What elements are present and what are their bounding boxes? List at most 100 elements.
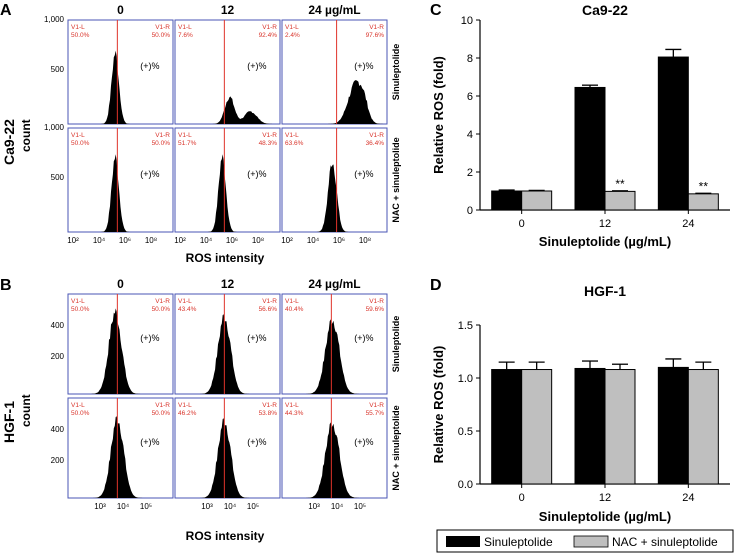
panel-b-histogram-r0c1 bbox=[175, 314, 280, 394]
panel-a-xtick-c2-0: 10² bbox=[281, 236, 293, 245]
panel-b-row-label-1: NAC + sinuleptolide bbox=[391, 405, 401, 490]
panel-b-xtick-c1-1: 10⁴ bbox=[224, 502, 237, 511]
panel-a-ytick-r0-1: 500 bbox=[51, 65, 65, 74]
chart-c-annotation-0: ** bbox=[615, 177, 625, 191]
panel-b-letter: B bbox=[0, 277, 12, 294]
panel-a-ytick-r1-0: 1,000 bbox=[44, 123, 65, 132]
chart-c-bar-nac-2 bbox=[687, 193, 719, 211]
chart-d-xtick-label-0: 0 bbox=[519, 492, 525, 504]
panel-b-col-header-2: 24 µg/mL bbox=[308, 277, 360, 291]
panel-a-pct-left-r0c2: 2.4% bbox=[285, 32, 300, 39]
panel-a-pct-left-r1c2: 63.6% bbox=[285, 140, 304, 147]
chart-d-xtick-label-1: 12 bbox=[599, 492, 611, 504]
chart-c-xtick-label-0: 0 bbox=[519, 218, 525, 230]
panel-a-xtick-c1-1: 10⁴ bbox=[200, 236, 213, 245]
panel-b-gate-right-label-r1c2: V1-R bbox=[369, 402, 384, 409]
chart-c-bar-sinuleptolide-0 bbox=[491, 190, 523, 211]
chart-c-xtick-label-1: 12 bbox=[599, 218, 611, 230]
panel-b-count-label: count bbox=[19, 394, 33, 427]
panel-b-pct-right-r0c2: 59.6% bbox=[366, 306, 385, 313]
panel-b-gate-left-label-r0c2: V1-L bbox=[285, 298, 299, 305]
panel-b-pct-left-r1c2: 44.3% bbox=[285, 410, 304, 417]
panel-b-pct-left-r1c1: 46.2% bbox=[178, 410, 197, 417]
panel-a-gate-right-label-r1c0: V1-R bbox=[155, 132, 170, 139]
legend-swatch-sinuleptolide bbox=[446, 536, 480, 547]
chart-c-title: Ca9-22 bbox=[582, 2, 628, 18]
panel-b-xtick-c2-1: 10⁴ bbox=[331, 502, 344, 511]
panel-b-pct-left-r1c0: 50.0% bbox=[71, 410, 90, 417]
chart-c-ytick-label-0: 0 bbox=[467, 205, 473, 217]
panel-b-ytick-r0-1: 200 bbox=[51, 352, 65, 361]
chart-d-xtick-label-2: 24 bbox=[682, 492, 694, 504]
panel-a-count-label: count bbox=[19, 119, 33, 152]
chart-c-xtick-label-2: 24 bbox=[682, 218, 694, 230]
panel-a-gate-right-label-r0c0: V1-R bbox=[155, 24, 170, 31]
chart-c-ytick-label-3: 6 bbox=[467, 91, 473, 103]
panel-b-ytick-r0-0: 400 bbox=[51, 321, 65, 330]
chart-d-bar-nac-1 bbox=[604, 369, 636, 485]
panel-a-pct-left-r1c0: 50.0% bbox=[71, 140, 90, 147]
chart-d-bar-sinuleptolide-1 bbox=[574, 367, 606, 485]
panel-b-pct-right-r1c0: 50.0% bbox=[152, 410, 171, 417]
panel-b-gate-left-label-r1c2: V1-L bbox=[285, 402, 299, 409]
panel-b-xtick-c0-2: 10⁵ bbox=[140, 502, 152, 511]
panel-a-gate-left-label-r1c1: V1-L bbox=[178, 132, 192, 139]
panel-a-positive-label-r0c1: (+)% bbox=[247, 61, 266, 71]
panel-a-positive-label-r1c2: (+)% bbox=[354, 169, 373, 179]
panel-b-positive-label-r0c0: (+)% bbox=[140, 333, 159, 343]
panel-b-ytick-r1-1: 200 bbox=[51, 456, 65, 465]
panel-b-cell-line: HGF-1 bbox=[1, 401, 17, 443]
panel-a-positive-label-r1c1: (+)% bbox=[247, 169, 266, 179]
panel-a-xtick-c0-3: 10⁸ bbox=[145, 236, 157, 245]
panel-b-xtick-c0-1: 10⁴ bbox=[117, 502, 130, 511]
panel-a-xtick-c0-2: 10⁶ bbox=[119, 236, 131, 245]
chart-d-title: HGF-1 bbox=[584, 283, 626, 299]
panel-b-positive-label-r0c2: (+)% bbox=[354, 333, 373, 343]
panel-b-ytick-r1-0: 400 bbox=[51, 425, 65, 434]
panel-a-pct-right-r1c1: 48.3% bbox=[259, 140, 278, 147]
chart-d-xlabel: Sinuleptolide (µg/mL) bbox=[539, 509, 671, 524]
panel-a-col-header-1: 12 bbox=[221, 3, 235, 17]
panel-a-pct-right-r0c1: 92.4% bbox=[259, 32, 278, 39]
chart-d-ytick-label-2: 1.0 bbox=[458, 373, 473, 385]
panel-b-xtick-c1-0: 10³ bbox=[201, 502, 213, 511]
panel-b-gate-right-label-r0c1: V1-R bbox=[262, 298, 277, 305]
panel-a-gate-left-label-r0c2: V1-L bbox=[285, 24, 299, 31]
panel-a-positive-label-r1c0: (+)% bbox=[140, 169, 159, 179]
panel-b-xtick-c2-2: 10⁵ bbox=[354, 502, 366, 511]
panel-a-xtick-c0-1: 10⁴ bbox=[93, 236, 106, 245]
panel-a-xtick-c2-2: 10⁶ bbox=[333, 236, 345, 245]
panel-a-pct-right-r0c0: 50.0% bbox=[152, 32, 171, 39]
panel-a-pct-left-r0c1: 7.6% bbox=[178, 32, 193, 39]
panel-b-pct-left-r0c2: 40.4% bbox=[285, 306, 304, 313]
panel-a-ytick-r0-0: 1,000 bbox=[44, 15, 65, 24]
legend-swatch-nac bbox=[573, 535, 609, 548]
panel-b: B HGF-1 count ROS intensity 0 12 24 µg/mL S… bbox=[0, 277, 401, 543]
legend: Sinuleptolide NAC + sinuleptolide bbox=[436, 529, 734, 553]
panel-b-xtick-c1-2: 10⁵ bbox=[247, 502, 259, 511]
panel-a-gate-right-label-r1c2: V1-R bbox=[369, 132, 384, 139]
panel-b-xtick-c2-0: 10³ bbox=[308, 502, 320, 511]
panel-b-xtick-c0-0: 10³ bbox=[94, 502, 106, 511]
chart-c-bar-nac-0 bbox=[521, 190, 553, 211]
panel-a-xtick-c2-1: 10⁴ bbox=[307, 236, 320, 245]
panel-c-letter: C bbox=[430, 2, 442, 19]
panel-a-positive-label-r0c2: (+)% bbox=[354, 61, 373, 71]
panel-b-positive-label-r1c2: (+)% bbox=[354, 437, 373, 447]
panel-d: D HGF-1 0.0 0.5 1.0 1.5 Relative ROS (fold) Si… bbox=[430, 277, 730, 524]
chart-d-bar-sinuleptolide-2 bbox=[657, 366, 689, 485]
panel-b-histogram-r1c2 bbox=[282, 422, 387, 498]
panel-b-pct-left-r0c1: 43.4% bbox=[178, 306, 197, 313]
chart-c-annotation-1: ** bbox=[699, 179, 709, 193]
panel-a-col-header-0: 0 bbox=[117, 3, 124, 17]
chart-c-bar-sinuleptolide-2 bbox=[657, 56, 689, 211]
panel-a-pct-right-r1c2: 36.4% bbox=[366, 140, 385, 147]
panel-a-histogram-r1c0 bbox=[68, 154, 173, 232]
chart-c-ytick-label-2: 4 bbox=[467, 129, 473, 141]
panel-a-gate-right-label-r0c1: V1-R bbox=[262, 24, 277, 31]
panel-b-gate-right-label-r0c2: V1-R bbox=[369, 298, 384, 305]
panel-a-pct-left-r1c1: 51.7% bbox=[178, 140, 197, 147]
panel-a: A Ca9-22 count ROS intensity 0 12 24 µg/mL… bbox=[0, 2, 401, 265]
panel-b-pct-right-r0c0: 50.0% bbox=[152, 306, 171, 313]
